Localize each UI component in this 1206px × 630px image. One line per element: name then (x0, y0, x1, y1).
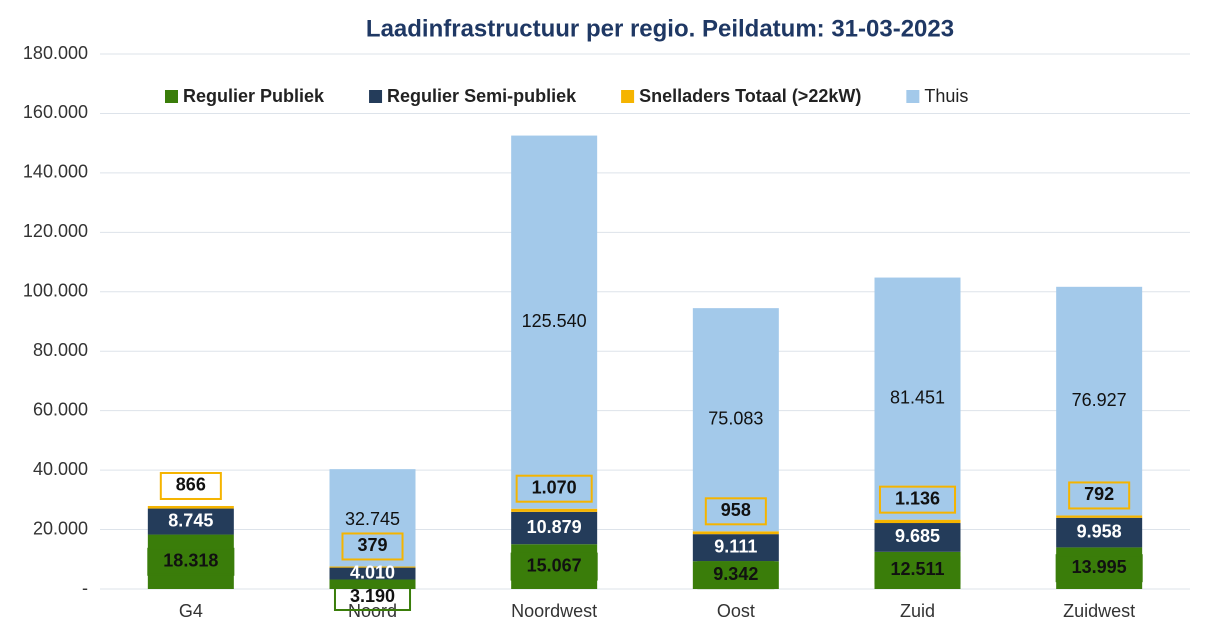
value-label: 13.995 (1072, 557, 1127, 577)
value-label-box (510, 552, 598, 581)
bar-segment (692, 531, 779, 535)
bar-segment (874, 277, 961, 520)
value-label: 125.540 (522, 311, 587, 331)
y-tick-label: 80.000 (33, 340, 88, 360)
chart-title: Laadinfrastructuur per regio. Peildatum:… (366, 15, 954, 42)
bar-segment (692, 561, 779, 589)
value-label: 76.927 (1072, 390, 1127, 410)
bar-segment (329, 469, 416, 567)
bar-segment (874, 523, 961, 552)
value-label-box (341, 532, 404, 561)
bar-segment (147, 505, 234, 509)
value-label: 958 (721, 500, 751, 520)
y-tick-label: 60.000 (33, 399, 88, 419)
bar-segment (874, 519, 961, 524)
value-label-box (159, 471, 222, 500)
value-label-box (874, 556, 961, 585)
legend-label: Snelladers Totaal (>22kW) (639, 86, 861, 106)
value-label-box (1055, 554, 1143, 583)
y-tick-label: 120.000 (23, 221, 88, 241)
legend-swatch (621, 90, 635, 103)
value-label: 9.342 (713, 564, 758, 584)
legend-swatch (369, 90, 383, 103)
value-label-box (147, 547, 235, 576)
value-label: 9.111 (714, 536, 757, 556)
value-label-box (1068, 481, 1131, 510)
bar-segment (1056, 286, 1143, 516)
bar-segment (692, 308, 779, 532)
bar-segment (1056, 517, 1143, 548)
legend-swatch (906, 90, 920, 103)
x-tick-label: Zuid (900, 601, 935, 621)
value-label: 866 (176, 475, 206, 495)
bar-segment (147, 508, 234, 535)
value-label: 4.010 (350, 562, 395, 582)
bar-segment (692, 534, 779, 562)
bar-segment (1056, 515, 1143, 518)
value-label: 3.190 (350, 586, 395, 606)
value-label-box (333, 583, 412, 611)
bar-segment (511, 544, 598, 589)
bar-segment (511, 511, 598, 545)
value-label-box (515, 474, 593, 503)
y-tick-label: 180.000 (23, 43, 88, 63)
bar-segment (511, 135, 598, 509)
value-label: 15.067 (527, 555, 582, 575)
y-tick-label: 160.000 (23, 102, 88, 122)
x-tick-label: Noordwest (511, 601, 597, 621)
y-tick-label: 40.000 (33, 459, 88, 479)
legend-label: Regulier Publiek (183, 86, 325, 106)
y-tick-label: - (82, 578, 88, 598)
x-tick-label: Oost (717, 601, 755, 621)
value-label: 81.451 (890, 387, 945, 407)
x-tick-label: G4 (179, 601, 203, 621)
value-label: 9.685 (895, 526, 940, 546)
value-label: 75.083 (708, 408, 763, 428)
value-label: 9.958 (1077, 521, 1122, 541)
value-label-box (704, 497, 767, 526)
bar-segment (147, 534, 234, 589)
value-label-box (697, 561, 775, 590)
value-label: 792 (1084, 484, 1114, 504)
value-label: 12.511 (890, 559, 944, 579)
value-label: 379 (357, 535, 387, 555)
y-tick-label: 140.000 (23, 162, 88, 182)
legend-label: Thuis (924, 86, 968, 106)
legend-swatch (165, 90, 178, 103)
y-tick-label: 100.000 (23, 281, 88, 301)
bar-segment (329, 567, 416, 580)
value-label: 10.879 (527, 517, 582, 537)
y-tick-label: 20.000 (33, 518, 88, 538)
value-label-box (878, 485, 957, 514)
value-label: 1.136 (895, 488, 940, 508)
value-label: 18.318 (163, 551, 218, 571)
value-label: 1.070 (532, 477, 577, 497)
value-label: 8.745 (168, 510, 213, 530)
bar-segment (329, 566, 416, 568)
value-label: 32.745 (345, 509, 400, 529)
legend-label: Regulier Semi-publiek (387, 86, 577, 106)
bar-segment (511, 508, 598, 512)
x-tick-label: Zuidwest (1063, 601, 1135, 621)
